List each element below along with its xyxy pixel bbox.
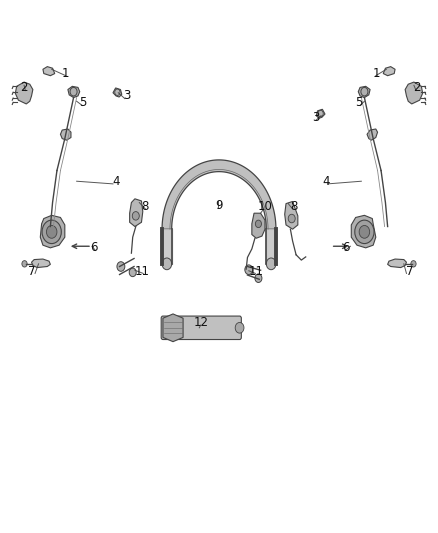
Text: 6: 6 [342, 241, 350, 254]
Circle shape [129, 268, 136, 277]
Text: 7: 7 [406, 265, 413, 278]
Text: 8: 8 [141, 200, 148, 213]
Circle shape [411, 261, 416, 267]
Polygon shape [285, 201, 298, 229]
Polygon shape [367, 129, 378, 140]
Polygon shape [351, 215, 376, 248]
Polygon shape [32, 259, 50, 268]
Text: 2: 2 [413, 82, 421, 94]
Polygon shape [252, 213, 265, 238]
Polygon shape [162, 160, 276, 229]
Text: 2: 2 [20, 82, 28, 94]
Polygon shape [113, 88, 122, 97]
Text: 5: 5 [80, 96, 87, 109]
Text: 1: 1 [62, 67, 70, 80]
Text: 9: 9 [215, 199, 223, 212]
Polygon shape [316, 109, 325, 118]
Circle shape [46, 225, 57, 238]
Polygon shape [68, 86, 80, 98]
Text: 4: 4 [112, 175, 120, 188]
Polygon shape [40, 215, 65, 248]
Text: 3: 3 [312, 111, 319, 124]
Circle shape [355, 220, 374, 244]
Text: 8: 8 [290, 200, 297, 213]
Circle shape [117, 262, 125, 271]
Circle shape [162, 258, 172, 270]
Circle shape [245, 265, 253, 274]
Polygon shape [60, 129, 71, 140]
Circle shape [235, 322, 244, 333]
Text: 3: 3 [124, 90, 131, 102]
Polygon shape [163, 314, 183, 342]
Text: 11: 11 [135, 265, 150, 278]
Polygon shape [383, 67, 395, 76]
Text: 6: 6 [90, 241, 98, 254]
Text: 12: 12 [194, 316, 209, 329]
Polygon shape [130, 199, 143, 227]
Circle shape [255, 274, 262, 282]
Circle shape [22, 261, 27, 267]
Circle shape [359, 225, 370, 238]
Text: 10: 10 [258, 200, 272, 213]
Circle shape [132, 212, 139, 220]
Text: 1: 1 [373, 67, 381, 80]
Text: 11: 11 [249, 265, 264, 278]
Polygon shape [43, 67, 55, 76]
Circle shape [266, 258, 276, 270]
Text: 4: 4 [322, 175, 330, 188]
Polygon shape [405, 82, 423, 104]
Polygon shape [358, 86, 370, 98]
Text: 7: 7 [28, 265, 35, 278]
Circle shape [255, 220, 261, 228]
Polygon shape [388, 259, 406, 268]
Polygon shape [15, 82, 33, 104]
Circle shape [288, 214, 295, 223]
FancyBboxPatch shape [161, 316, 241, 340]
Text: 5: 5 [356, 96, 363, 109]
Circle shape [42, 220, 61, 244]
